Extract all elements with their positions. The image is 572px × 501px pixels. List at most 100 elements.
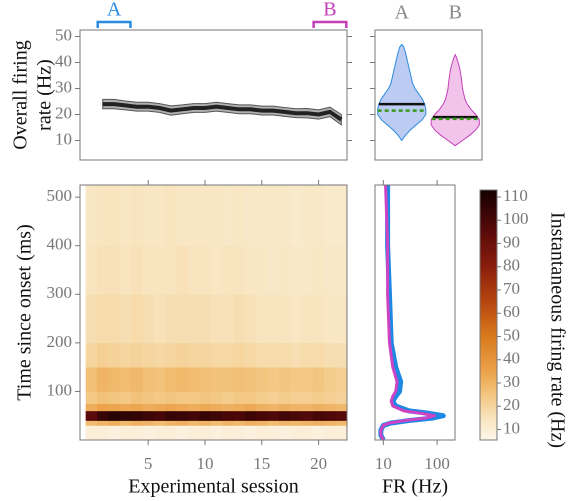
heatmap-cell (97, 403, 109, 412)
heatmap-cell (324, 185, 337, 247)
heatmap-cell (97, 185, 109, 247)
heatmap-cell (119, 185, 132, 247)
heatmap-cell (278, 294, 291, 344)
heatmap-cell (256, 391, 268, 404)
heatmap-cell (131, 425, 143, 440)
heatmap-cell (233, 367, 246, 392)
heatmap-cell (210, 391, 223, 404)
violin-label: B (449, 2, 462, 24)
heatmap-cell (301, 342, 314, 368)
heatmap-cell (97, 425, 109, 440)
heatmap-cell (233, 420, 246, 426)
heatmap-cell (312, 425, 325, 440)
heatmap-cell (233, 185, 246, 247)
heatmap-cell (153, 342, 166, 368)
heatmap-cell (210, 294, 223, 344)
x-axis-label: FR (Hz) (382, 476, 448, 498)
x-tick-label: 20 (310, 454, 327, 473)
heatmap-cell (142, 342, 155, 368)
heatmap-cell (278, 367, 291, 392)
heatmap-cell (324, 420, 337, 426)
heatmap-cell (142, 367, 155, 392)
heatmap-cell (324, 342, 337, 368)
heatmap-cell (233, 342, 246, 368)
error-band (102, 98, 342, 126)
heatmap-cell (108, 410, 121, 421)
heatmap-cell (256, 245, 268, 295)
heatmap-cell (244, 367, 257, 392)
heatmap-cell (301, 185, 314, 247)
heatmap-cell (324, 367, 337, 392)
heatmap-cell (142, 425, 155, 440)
heatmap-cell (256, 410, 268, 421)
heatmap-cell (324, 403, 337, 412)
heatmap-cell (199, 420, 212, 426)
heatmap-cell (153, 391, 166, 404)
heatmap-cell (142, 420, 155, 426)
heatmap-cell (210, 185, 223, 247)
heatmap (85, 185, 347, 440)
heatmap-cell (97, 410, 109, 421)
heatmap-cell (222, 410, 234, 421)
heatmap-cell (290, 185, 303, 247)
axes-frame (79, 184, 348, 441)
y-axis-label: Time since onset (ms) (14, 224, 36, 400)
heatmap-cell (290, 391, 303, 404)
x-tick-label: 10 (375, 454, 392, 473)
heatmap-cell (108, 185, 121, 247)
x-tick-label: 15 (253, 454, 270, 473)
heatmap-cell (312, 391, 325, 404)
y-tick-label: 50 (55, 25, 72, 44)
heatmap-cell (278, 425, 291, 440)
y-tick-label: 30 (55, 77, 72, 96)
heatmap-cell (153, 425, 166, 440)
heatmap-cell (256, 403, 268, 412)
violin (430, 53, 480, 147)
heatmap-cell (131, 403, 143, 412)
heatmap-cell (199, 342, 212, 368)
y-tick-label: 400 (47, 235, 73, 254)
heatmap-cell (233, 410, 246, 421)
heatmap-cell (324, 410, 337, 421)
heatmap-cell (324, 391, 337, 404)
heatmap-cell (244, 410, 257, 421)
heatmap-cell (153, 403, 166, 412)
line (379, 185, 437, 440)
y-tick-label: 300 (47, 283, 73, 302)
heatmap-cell (256, 185, 268, 247)
heatmap-cell (108, 367, 121, 392)
bracket-label: B (323, 0, 336, 21)
heatmap-cell (153, 367, 166, 392)
heatmap-cell (153, 420, 166, 426)
heatmap-cell (312, 294, 325, 344)
heatmap-cell (267, 294, 280, 344)
heatmap-cell (278, 245, 291, 295)
heatmap-cell (153, 185, 166, 247)
heatmap-cell (244, 391, 257, 404)
heatmap-cell (165, 420, 178, 426)
heatmap-cell (244, 420, 257, 426)
heatmap-cell (131, 342, 143, 368)
heatmap-cell (199, 185, 212, 247)
heatmap-cell (278, 420, 291, 426)
heatmap-cell (267, 391, 280, 404)
heatmap-cell (335, 403, 347, 412)
y-tick-label: 20 (55, 103, 72, 122)
heatmap-cell (233, 294, 246, 344)
heatmap-cell (267, 420, 280, 426)
heatmap-cell (312, 403, 325, 412)
heatmap-cell (290, 403, 303, 412)
heatmap-cell (335, 185, 347, 247)
heatmap-cell (222, 367, 234, 392)
heatmap-cell (222, 425, 234, 440)
heatmap-cell (119, 391, 132, 404)
heatmap-cell (108, 425, 121, 440)
heatmap-cell (119, 403, 132, 412)
heatmap-cell (176, 294, 189, 344)
heatmap-cell (119, 410, 132, 421)
heatmap-cell (244, 185, 257, 247)
heatmap-cell (290, 410, 303, 421)
heatmap-cell (119, 420, 132, 426)
heatmap-cell (199, 410, 212, 421)
